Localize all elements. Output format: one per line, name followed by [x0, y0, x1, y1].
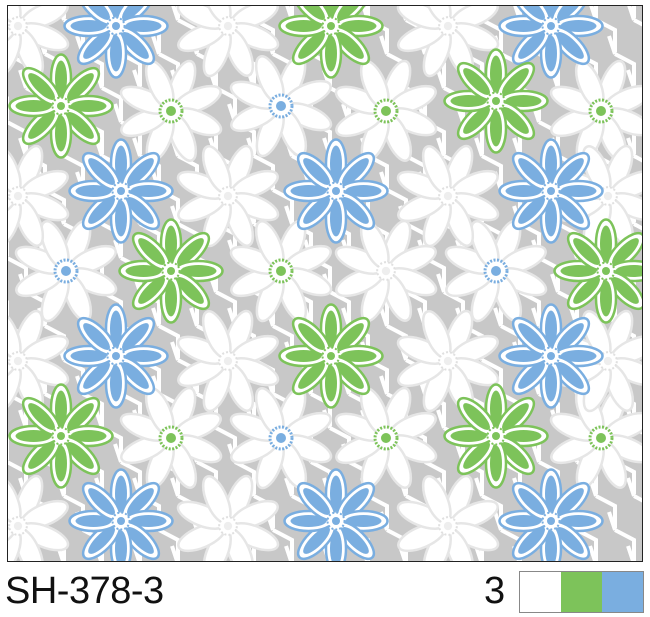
flower-center-dot — [596, 433, 606, 443]
color-count: 3 — [484, 570, 506, 612]
flower-center-dot — [381, 106, 391, 116]
green-daisy — [278, 303, 384, 409]
flower-center-dot — [381, 433, 391, 443]
blue-daisy — [498, 138, 604, 244]
green-daisy — [553, 218, 642, 324]
blue-daisy — [68, 138, 174, 244]
color-chip-white — [520, 572, 561, 612]
design-code: SH-378-3 — [5, 570, 164, 612]
white-daisy — [396, 474, 500, 561]
white-daisy — [396, 144, 500, 248]
color-chip-green — [561, 572, 602, 612]
white-daisy — [229, 219, 333, 323]
white-daisy — [396, 309, 500, 413]
blue-daisy — [498, 303, 604, 409]
white-daisy — [119, 386, 223, 490]
floral-pattern-image — [8, 6, 642, 561]
white-daisy — [334, 219, 438, 323]
blue-daisy — [63, 6, 169, 79]
flower-center-dot — [596, 106, 606, 116]
flower-center-dot — [276, 101, 286, 111]
flower-center-dot — [166, 433, 176, 443]
green-daisy — [443, 48, 549, 154]
green-daisy — [278, 6, 384, 79]
flower-center-dot — [491, 266, 501, 276]
flower-center-dot — [276, 433, 286, 443]
colorway-chips — [519, 571, 644, 613]
flower-center-dot — [276, 266, 286, 276]
white-daisy — [8, 474, 70, 561]
white-daisy — [176, 6, 280, 78]
green-daisy — [443, 383, 549, 489]
white-daisy — [176, 144, 280, 248]
flower-center-dot — [61, 266, 71, 276]
white-daisy — [8, 144, 70, 248]
white-daisy — [176, 474, 280, 561]
blue-daisy — [498, 468, 604, 561]
blue-daisy — [283, 468, 389, 561]
white-daisy — [8, 309, 70, 413]
fabric-pattern-swatch — [7, 5, 643, 562]
color-chip-blue — [602, 572, 643, 612]
green-daisy — [8, 383, 114, 489]
white-daisy — [176, 309, 280, 413]
flower-center-dot — [166, 106, 176, 116]
blue-daisy — [63, 303, 169, 409]
green-daisy — [8, 53, 114, 159]
blue-daisy — [498, 6, 604, 79]
green-daisy — [118, 218, 224, 324]
blue-daisy — [283, 138, 389, 244]
blue-daisy — [68, 468, 174, 561]
